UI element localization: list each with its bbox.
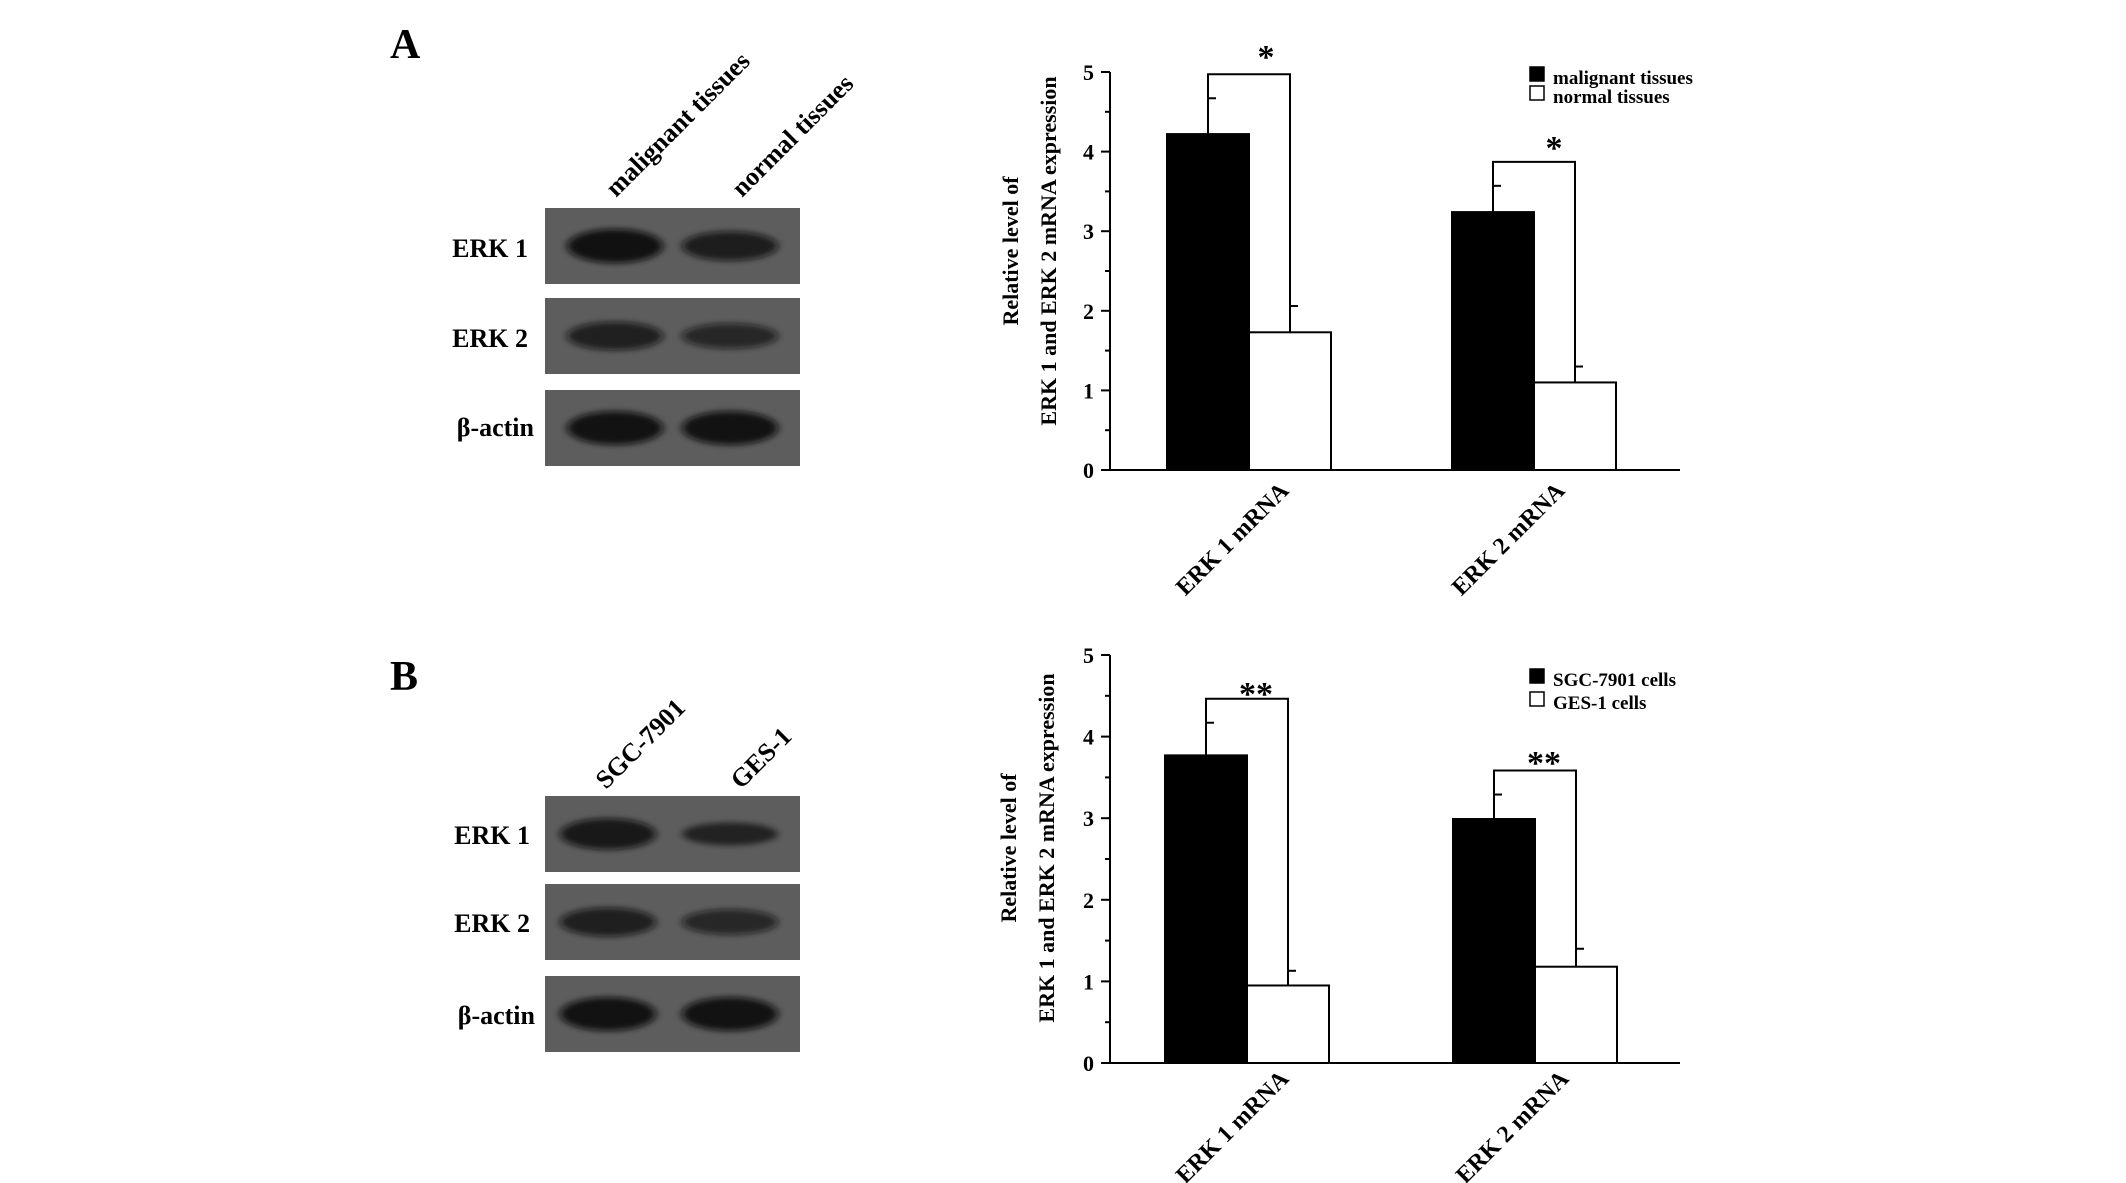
y-tick-label: 2 — [1083, 888, 1094, 913]
y-axis-label: ERK 1 and ERK 2 mRNA expression — [1034, 673, 1059, 1022]
panel-letter-a: A — [390, 22, 421, 68]
blot-band — [567, 321, 663, 351]
legend-swatch — [1529, 668, 1545, 684]
blot-row-label: ERK 1 — [454, 821, 530, 850]
category-label: ERK 1 mRNA — [1171, 477, 1295, 601]
legend-swatch — [1529, 85, 1545, 101]
bar — [1166, 133, 1250, 471]
bar-chart-a: Relative level of ERK 1 and ERK 2 mRNA e… — [998, 39, 1693, 601]
blot-row-label: ERK 2 — [452, 324, 528, 353]
legend-label: SGC-7901 cells — [1553, 670, 1676, 691]
blot-band — [560, 907, 656, 937]
legend-swatch — [1529, 66, 1545, 82]
blot-band — [567, 228, 663, 264]
y-tick-label: 1 — [1083, 969, 1094, 994]
legend-label: malignant tissues — [1553, 68, 1693, 89]
blot-band — [682, 997, 778, 1031]
blot-lane-label: normal tissues — [726, 69, 859, 202]
y-tick-label: 4 — [1083, 140, 1094, 165]
blot-strips — [545, 208, 800, 466]
blot-band — [682, 231, 778, 261]
blot-row-label: β-actin — [458, 1001, 536, 1030]
western-blot-b: SGC-7901 GES-1 ERK 1 ERK 2 β-actin — [454, 693, 800, 1052]
blot-row-label: ERK 2 — [454, 909, 530, 938]
significance-marker: * — [1258, 39, 1275, 76]
plot-area: 0 1 2 3 4 5 — [1083, 60, 1680, 483]
bar — [1246, 984, 1330, 1064]
bar-chart-b: Relative level of ERK 1 and ERK 2 mRNA e… — [996, 643, 1680, 1183]
bar — [1534, 965, 1618, 1064]
blot-band — [682, 909, 778, 935]
y-tick-label: 0 — [1083, 458, 1094, 483]
bar — [1452, 818, 1536, 1064]
western-blot-a: malignant tissues normal tissues ERK 1 E… — [452, 46, 859, 466]
blot-band — [682, 822, 778, 846]
blot-strips — [545, 796, 800, 1052]
y-tick-label: 4 — [1083, 725, 1094, 750]
legend-label: normal tissues — [1553, 87, 1670, 108]
y-tick-label: 5 — [1083, 60, 1094, 85]
significance-marker: * — [1546, 130, 1563, 167]
bar — [1248, 331, 1332, 471]
significance-bracket — [1207, 73, 1291, 307]
y-axis-label: ERK 1 and ERK 2 mRNA expression — [1036, 76, 1061, 425]
y-tick-label: 2 — [1083, 299, 1094, 324]
y-axis-label: Relative level of — [998, 176, 1023, 326]
blot-band — [560, 818, 656, 850]
plot-area: 0 1 2 3 4 5 — [1083, 643, 1680, 1076]
bar — [1451, 211, 1535, 471]
blot-band — [567, 411, 663, 445]
blot-lane-label: GES-1 — [725, 722, 798, 795]
significance-marker: ** — [1527, 745, 1561, 782]
blot-band — [682, 323, 778, 349]
y-tick-label: 0 — [1083, 1051, 1094, 1076]
legend-swatch — [1529, 691, 1545, 707]
category-label: ERK 2 mRNA — [1447, 477, 1571, 601]
category-label: ERK 1 mRNA — [1171, 1065, 1295, 1183]
significance-marker: ** — [1239, 676, 1273, 713]
blot-band — [560, 997, 656, 1031]
blot-lane-label: SGC-7901 — [590, 693, 691, 794]
significance-bracket — [1493, 769, 1577, 949]
y-tick-label: 1 — [1083, 378, 1094, 403]
bar — [1533, 381, 1617, 471]
significance-bracket — [1492, 160, 1576, 367]
y-tick-label: 3 — [1083, 806, 1094, 831]
y-tick-label: 5 — [1083, 643, 1094, 668]
blot-band — [682, 411, 778, 445]
panel-letter-b: B — [390, 654, 418, 700]
y-axis-label: Relative level of — [996, 773, 1021, 923]
y-tick-label: 3 — [1083, 219, 1094, 244]
category-label: ERK 2 mRNA — [1451, 1065, 1575, 1183]
blot-row-label: β-actin — [457, 413, 535, 442]
blot-row-label: ERK 1 — [452, 234, 528, 263]
significance-bracket — [1205, 697, 1289, 971]
bar — [1164, 754, 1248, 1064]
legend-label: GES-1 cells — [1553, 693, 1646, 714]
